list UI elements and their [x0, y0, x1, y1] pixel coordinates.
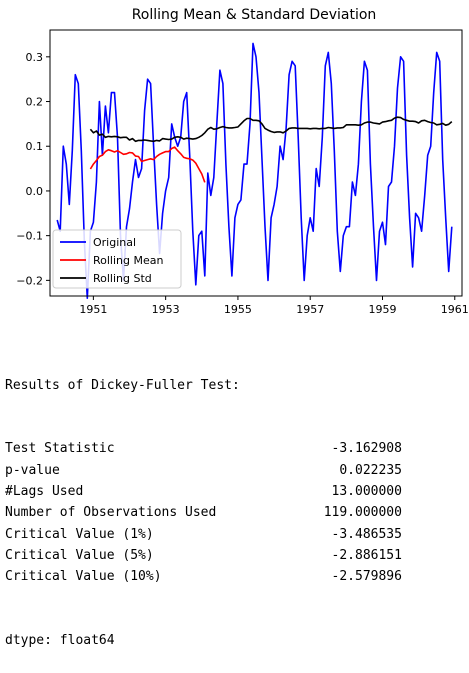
output-header: Results of Dickey-Fuller Test:	[5, 377, 240, 393]
output-row-label: Critical Value (1%)	[5, 526, 154, 542]
output-row-label: Number of Observations Used	[5, 505, 217, 521]
output-row-value: 0.022235	[339, 462, 402, 478]
chart-title: Rolling Mean & Standard Deviation	[132, 7, 377, 23]
y-tick-label: 0.0	[26, 185, 44, 198]
output-row-label: #Lags Used	[5, 484, 84, 500]
output-row-label: Critical Value (5%)	[5, 547, 154, 563]
x-tick-label: 1955	[224, 303, 252, 316]
output-row: Test Statistic -3.162908	[5, 438, 402, 459]
output-row: Critical Value (5%) -2.886151	[5, 545, 402, 566]
legend-box	[52, 229, 182, 289]
output-row: #Lags Used 13.000000	[5, 481, 402, 502]
legend-label-rolling-mean: Rolling Mean	[93, 254, 163, 267]
output-row-value: -2.579896	[331, 569, 402, 585]
x-tick-label: 1959	[368, 303, 396, 316]
x-tick-label: 1957	[296, 303, 324, 316]
legend-label-original: Original	[93, 236, 136, 249]
series-line-rolling-mean	[89, 146, 206, 183]
output-row-label: Critical Value (10%)	[5, 569, 162, 585]
output-row-label: p-value	[5, 462, 60, 478]
y-tick-label: −0.1	[16, 230, 43, 243]
output-row: Critical Value (1%) -3.486535	[5, 524, 402, 545]
dickey-fuller-output: Results of Dickey-Fuller Test: Test Stat…	[5, 332, 402, 673]
plot-frame	[49, 29, 463, 297]
output-row-label: Test Statistic	[5, 441, 115, 457]
output-row-value: -3.162908	[331, 441, 402, 457]
y-tick-label: 0.2	[26, 96, 44, 109]
x-tick-label: 1953	[152, 303, 180, 316]
output-row-value: -3.486535	[331, 526, 402, 542]
output-row: Critical Value (10%) -2.579896	[5, 566, 402, 587]
x-tick-label: 1961	[441, 303, 469, 316]
series-line-rolling-std	[89, 116, 453, 143]
legend-label-rolling-std: Rolling Std	[93, 272, 152, 285]
output-dtype: dtype: float64	[5, 633, 115, 649]
y-tick-label: 0.3	[26, 51, 44, 64]
y-tick-label: 0.1	[26, 140, 44, 153]
output-row: Number of Observations Used 119.000000	[5, 502, 402, 523]
output-row-value: 119.000000	[323, 505, 402, 521]
x-tick-label: 1951	[79, 303, 107, 316]
output-row-value: -2.886151	[331, 547, 402, 563]
output-row-value: 13.000000	[331, 484, 402, 500]
legend: Original Rolling Mean Rolling Std	[52, 229, 182, 289]
y-tick-label: −0.2	[16, 274, 43, 287]
rolling-stats-chart: Rolling Mean & Standard Deviation 1951 19…	[0, 0, 469, 326]
output-row: p-value 0.022235	[5, 460, 402, 481]
